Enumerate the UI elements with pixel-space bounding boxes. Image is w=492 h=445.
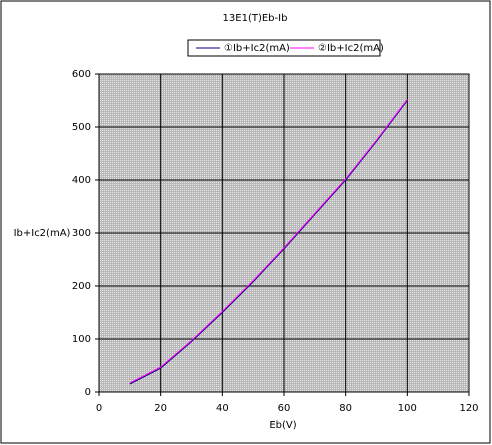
y-tick-label: 400: [72, 175, 91, 186]
x-tick-label: 20: [154, 403, 167, 414]
x-tick-label: 100: [398, 403, 417, 414]
series-line: [129, 99, 408, 384]
legend-label: ②Ib+Ic2(mA): [318, 43, 384, 54]
y-axis-label: Ib+Ic2(mA): [14, 228, 71, 239]
y-tick-label: 600: [72, 69, 91, 80]
y-tick-label: 300: [72, 228, 91, 239]
y-tick-label: 500: [72, 122, 91, 133]
chart-title: 13E1(T)Eb-Ib: [223, 13, 288, 24]
legend-label: ①Ib+Ic2(mA): [224, 43, 290, 54]
x-tick-label: 0: [96, 403, 102, 414]
x-axis-label: Eb(V): [269, 420, 296, 431]
x-tick-label: 120: [459, 403, 478, 414]
x-tick-label: 60: [278, 403, 291, 414]
x-tick-label: 40: [216, 403, 229, 414]
x-tick-label: 80: [339, 403, 352, 414]
y-tick-label: 100: [72, 334, 91, 345]
legend: [187, 39, 381, 57]
y-tick-label: 200: [72, 281, 91, 292]
y-tick-label: 0: [85, 387, 91, 398]
series-line: [129, 100, 408, 385]
